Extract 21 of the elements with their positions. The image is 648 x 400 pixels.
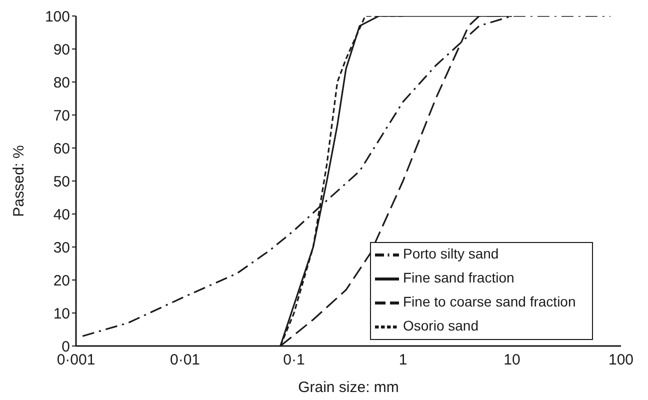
x-tick-label: 0·1 <box>283 352 305 369</box>
x-tick-label: 100 <box>608 352 634 369</box>
legend-label: Porto silty sand <box>403 246 499 262</box>
x-axis-title: Grain size: mm <box>298 379 399 396</box>
x-tick-label: 0·01 <box>170 352 200 369</box>
x-tick-label: 10 <box>504 352 520 369</box>
y-tick-label: 80 <box>53 74 70 92</box>
legend-label: Osorio sand <box>403 318 478 334</box>
x-tick-label: 1 <box>398 352 408 369</box>
y-tick-label: 40 <box>53 206 70 224</box>
y-tick-label: 90 <box>53 41 70 58</box>
y-axis-title: Passed: % <box>10 145 28 217</box>
y-tick-label: 30 <box>53 239 70 256</box>
y-tick-label: 60 <box>53 140 70 158</box>
y-tick-label: 70 <box>53 107 70 124</box>
y-tick-label: 50 <box>53 173 70 190</box>
y-tick-label: 100 <box>44 8 70 26</box>
legend-label: Fine to coarse sand fraction <box>403 294 576 310</box>
legend-label: Fine sand fraction <box>403 270 514 286</box>
y-tick-label: 20 <box>53 272 70 290</box>
y-tick-label: 10 <box>53 305 70 322</box>
